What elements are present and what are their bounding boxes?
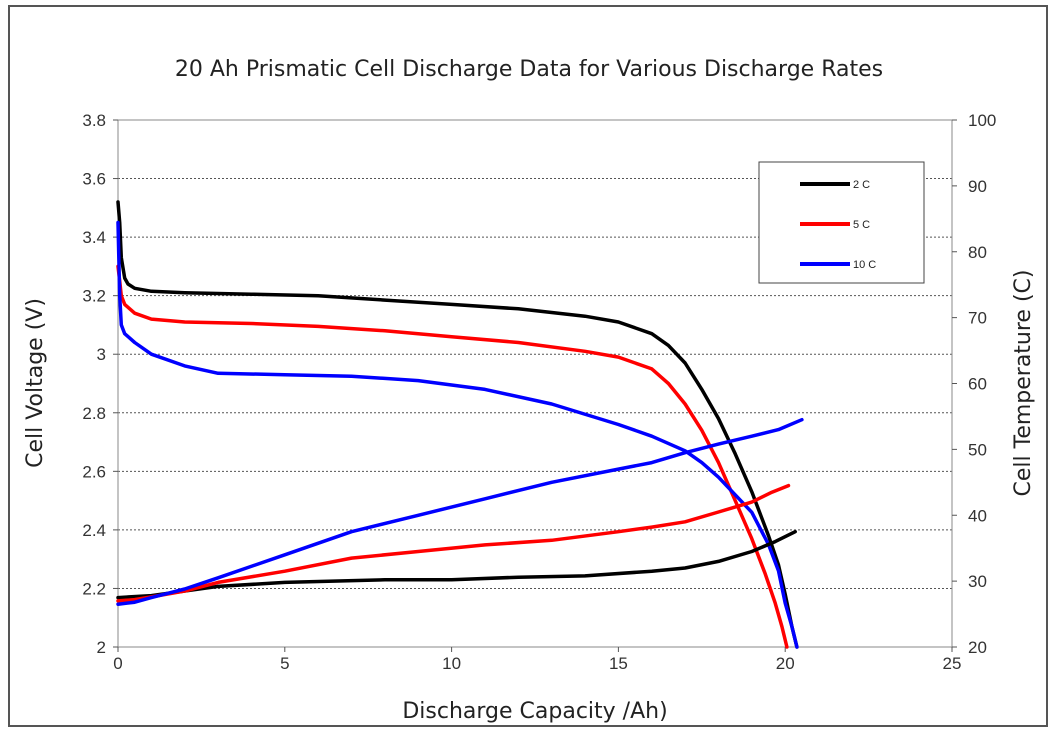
y2-tick-label: 40 [968, 506, 987, 525]
legend-label: 10 C [853, 259, 876, 271]
x-tick-label: 20 [776, 654, 795, 673]
y2-tick-label: 30 [968, 572, 987, 591]
x-axis-ticks: 0 5 10 15 20 25 [113, 647, 961, 673]
x-axis-title: Discharge Capacity /Ah) [402, 699, 667, 724]
series-line-10c-temperature [116, 417, 804, 606]
series-lines [116, 200, 804, 649]
x-tick-label: 5 [280, 654, 289, 673]
x-tick-label: 15 [609, 654, 628, 673]
legend: 2 C 5 C 10 C [758, 161, 925, 284]
y-tick-label: 2.2 [82, 579, 106, 598]
y-tick-label: 3.6 [82, 170, 106, 189]
y-tick-label: 3.4 [82, 228, 106, 247]
series-line-5c-temperature [116, 483, 791, 603]
y2-axis-title: Cell Temperature (C) [1011, 270, 1036, 497]
chart-title: 20 Ah Prismatic Cell Discharge Data for … [175, 57, 883, 82]
y2-tick-label: 90 [968, 177, 987, 196]
y-tick-label: 3.2 [82, 287, 106, 306]
y2-tick-label: 70 [968, 309, 987, 328]
series-line-2c [116, 200, 799, 649]
legend-label: 5 C [853, 219, 870, 231]
x-tick-label: 10 [442, 654, 461, 673]
y-axis-title: Cell Voltage (V) [23, 298, 48, 468]
gridlines [118, 178, 952, 589]
y-tick-label: 3 [97, 345, 106, 364]
y-tick-label: 3.8 [82, 111, 106, 130]
y-tick-label: 2.6 [82, 462, 106, 481]
y2-tick-label: 60 [968, 375, 987, 394]
y2-axis-ticks: 20 30 40 50 60 70 80 90 100 [952, 111, 996, 657]
y2-tick-label: 50 [968, 440, 987, 459]
x-tick-label: 25 [943, 654, 962, 673]
y2-tick-label: 100 [968, 111, 996, 130]
series-line-2c-temperature [116, 529, 797, 600]
y-tick-label: 2.8 [82, 404, 106, 423]
series-line-5c [116, 264, 789, 649]
y2-tick-label: 80 [968, 243, 987, 262]
y-axis-ticks: 2 2.2 2.4 2.6 2.8 3 3.2 3.4 3.6 3.8 [82, 111, 118, 657]
x-tick-label: 0 [113, 654, 122, 673]
legend-label: 2 C [853, 179, 870, 191]
y2-tick-label: 20 [968, 638, 987, 657]
y-tick-label: 2.4 [82, 521, 106, 540]
y-tick-label: 2 [97, 638, 106, 657]
